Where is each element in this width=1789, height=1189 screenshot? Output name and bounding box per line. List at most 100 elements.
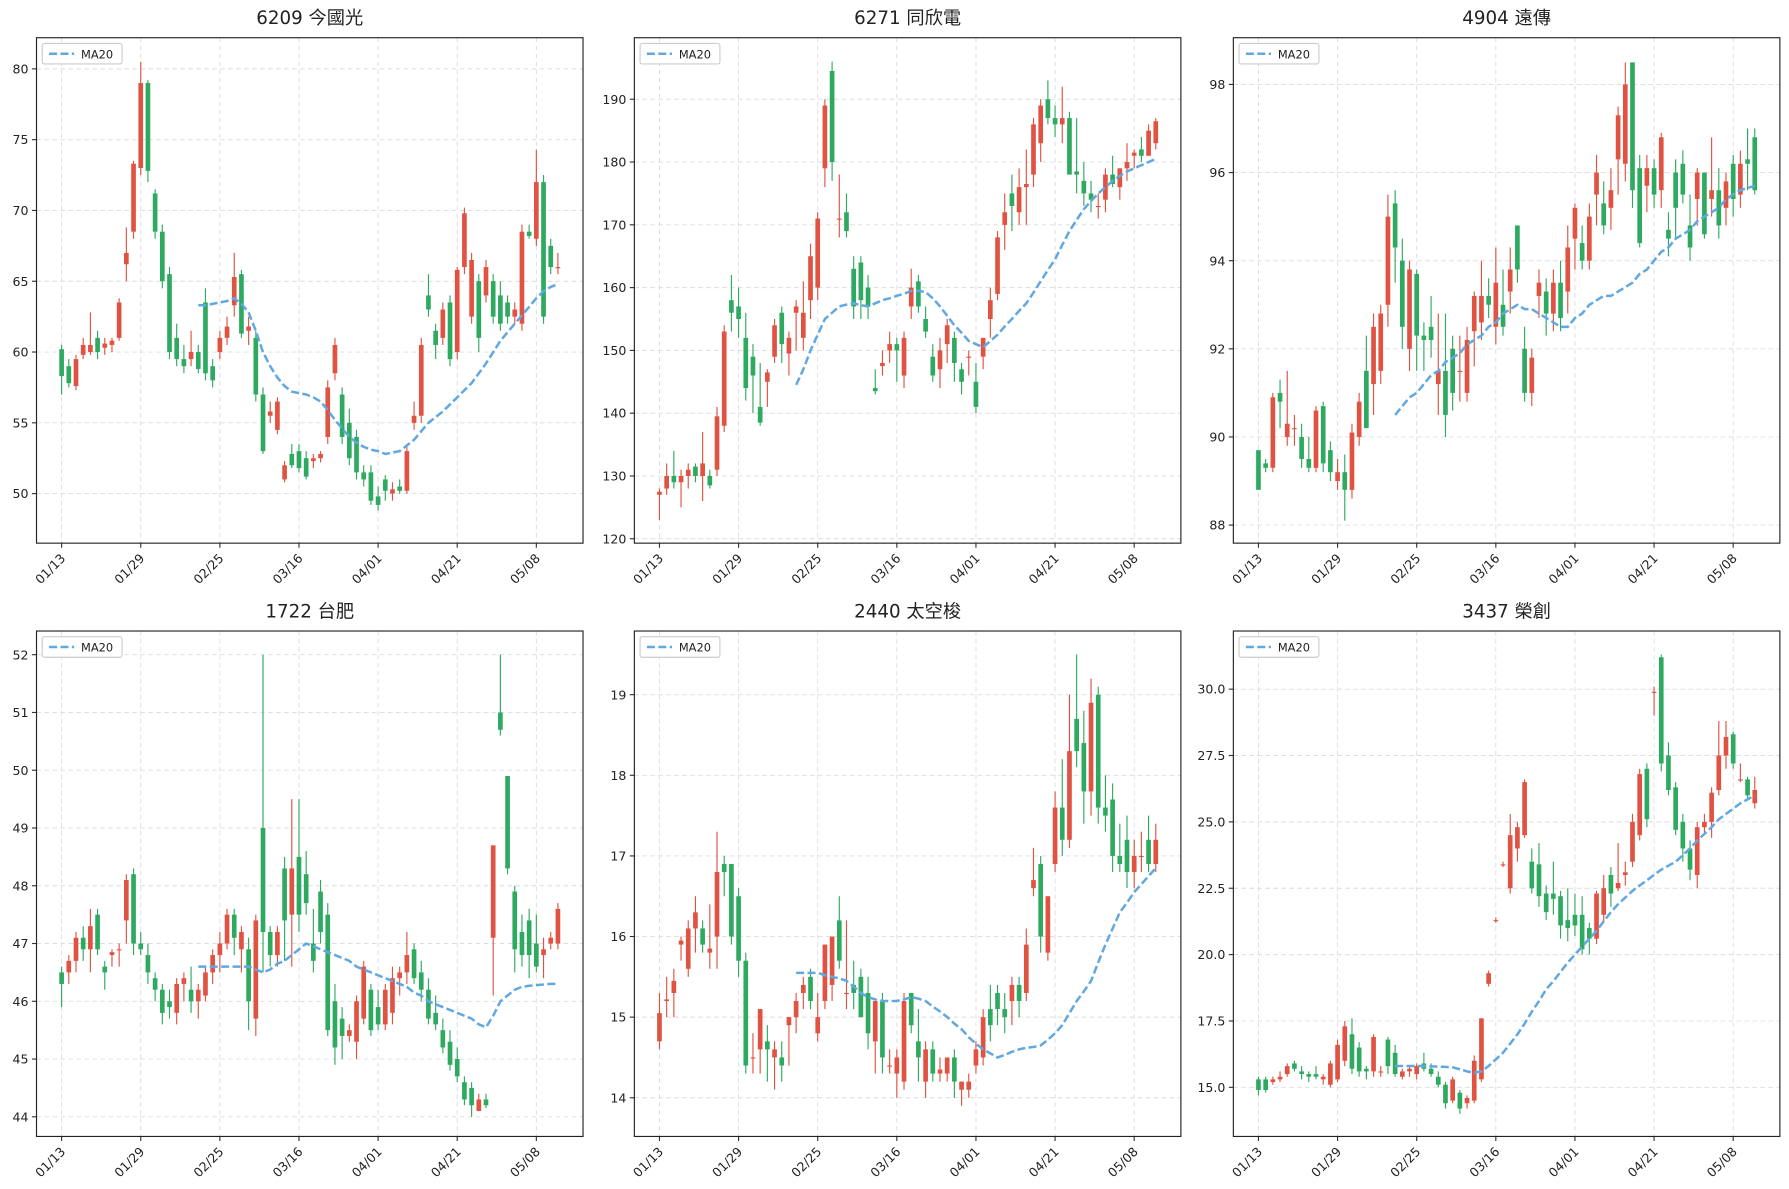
candle-body (1385, 1039, 1391, 1067)
candle-body (851, 984, 857, 993)
y-tick-label: 15 (610, 1010, 626, 1025)
candle-body (1031, 880, 1036, 889)
candle-body (901, 1001, 907, 1082)
candle-body (188, 352, 194, 360)
candle-body (1292, 1063, 1297, 1069)
candle-body (1342, 472, 1348, 490)
candle-body (541, 949, 546, 956)
candle-body (167, 1001, 172, 1008)
candle-body (1277, 392, 1283, 402)
candle-body (1299, 436, 1304, 459)
candle-body (1364, 370, 1369, 429)
y-tick-label: 17 (610, 848, 626, 863)
candle-body (894, 1057, 900, 1074)
candle-body (181, 978, 187, 984)
candle-body (476, 281, 482, 338)
legend-label: MA20 (81, 47, 113, 61)
candle-body (1002, 1009, 1008, 1018)
candle-body (1457, 1092, 1463, 1109)
candle-body (275, 401, 280, 430)
candle-body (109, 952, 115, 956)
candle-body (224, 914, 230, 944)
x-tick-label: 03/16 (269, 551, 305, 587)
candle-body (397, 486, 403, 491)
candle-body (303, 874, 309, 904)
y-tick-label: 49 (13, 821, 29, 836)
candle-body (519, 231, 525, 324)
candle-body (1349, 1034, 1355, 1069)
candle-body (779, 1057, 785, 1066)
candle-body (541, 182, 546, 317)
candle-body (836, 218, 842, 220)
candle-body (772, 325, 777, 357)
y-tick-label: 96 (1209, 165, 1225, 180)
candle-body (454, 1059, 460, 1077)
candle-body (678, 940, 684, 945)
y-tick-label: 92 (1209, 341, 1225, 356)
y-tick-label: 19 (610, 687, 626, 702)
candle-body (1009, 984, 1015, 1002)
candle-body (519, 931, 525, 956)
candle-body (1016, 984, 1022, 1002)
candle-body (1486, 295, 1491, 305)
candle-body (1371, 326, 1376, 385)
candle-body (526, 920, 532, 956)
x-tick-label: 05/08 (1704, 551, 1740, 587)
candle-body (1052, 118, 1058, 125)
candle-body (1031, 124, 1036, 175)
candle-body (1124, 839, 1130, 873)
x-tick-label: 03/16 (1466, 1144, 1502, 1180)
candle-body (685, 469, 691, 476)
chart-title: 6271 同欣電 (854, 8, 961, 29)
candle-body (1507, 835, 1513, 889)
candle-body (1320, 1076, 1326, 1080)
candle-body (923, 319, 928, 332)
candle-body (159, 231, 165, 282)
candle-body (1414, 1066, 1420, 1075)
candle-body (203, 972, 208, 996)
candle-body (743, 960, 749, 1066)
candle-body (311, 458, 316, 462)
candle-body (1565, 920, 1571, 929)
candle-body (779, 312, 785, 345)
candle-body (217, 943, 223, 956)
candle-body (1067, 751, 1072, 840)
y-tick-label: 50 (13, 486, 29, 501)
candle-body (757, 406, 763, 423)
candle-body (1256, 450, 1261, 490)
candle-body (231, 276, 237, 306)
candle-body (1515, 827, 1520, 849)
candle-body (1694, 172, 1700, 200)
y-tick-label: 60 (13, 345, 29, 360)
candle-body (73, 937, 79, 961)
candle-body (1666, 229, 1671, 239)
candle-body (195, 989, 201, 1002)
candle-body (498, 712, 503, 730)
y-tick-label: 22.5 (1197, 881, 1225, 896)
candle-body (908, 287, 914, 307)
candle-body (66, 366, 72, 384)
candle-body (930, 356, 936, 376)
candle-body (1608, 874, 1614, 894)
candle-body (1471, 295, 1477, 332)
legend-box (1238, 636, 1320, 658)
candle-body (793, 306, 799, 313)
chart-title: 3437 榮創 (1462, 601, 1551, 622)
candle-body (1067, 118, 1072, 175)
candle-body (469, 1087, 474, 1106)
candle-body (736, 306, 741, 320)
candle-body (1543, 893, 1549, 913)
candle-body (512, 891, 518, 950)
candle-body (418, 344, 424, 416)
candle-body (1500, 864, 1506, 866)
candle-body (1124, 162, 1130, 169)
candle-body (188, 989, 194, 1002)
candle-body (1270, 1079, 1276, 1083)
panel: 1722 台肥 44 45 46 47 48 49 50 51 52 01/13 01/29 02/25… (13, 601, 584, 1180)
candle-body (1558, 896, 1563, 926)
candle-body (1349, 432, 1355, 490)
candle-body (390, 978, 395, 1013)
candle-body (700, 928, 705, 945)
candle-body (88, 926, 93, 950)
candle-body (1074, 171, 1079, 175)
